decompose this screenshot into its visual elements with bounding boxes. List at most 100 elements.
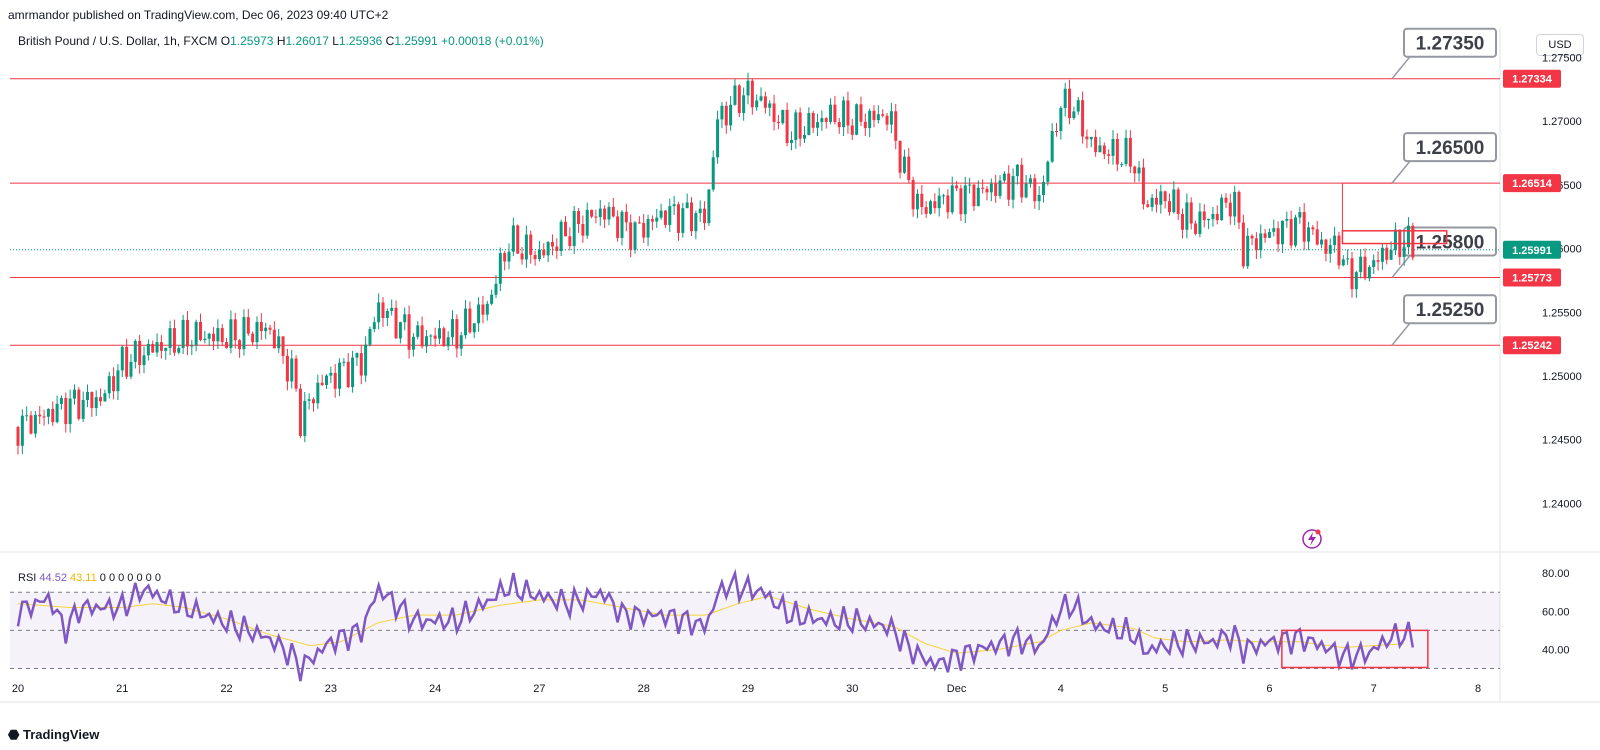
candle-body: [1159, 191, 1163, 205]
candle-body: [1081, 100, 1085, 137]
candle-body: [342, 361, 346, 363]
price-tick-label: 1.27500: [1542, 53, 1582, 65]
close-label: C: [385, 34, 395, 48]
candle-body: [1185, 202, 1189, 230]
candle-body: [520, 253, 524, 260]
candle-body: [307, 399, 311, 401]
candle-body: [659, 210, 663, 218]
candle-body: [311, 399, 315, 404]
candle-body: [885, 115, 889, 125]
candle-body: [920, 193, 924, 208]
candle-body: [1207, 218, 1211, 221]
candle-body: [1028, 178, 1032, 184]
candle-body: [390, 307, 394, 311]
candle-body: [468, 308, 472, 333]
candle-body: [16, 426, 20, 446]
rsi-line: [16, 568, 1415, 682]
candle-body: [1402, 247, 1406, 257]
level-price-tag: [1503, 69, 1561, 88]
candle-body: [889, 111, 893, 125]
highlight-box-rsi: [1281, 629, 1429, 669]
candle-body: [1150, 197, 1154, 208]
candle-body: [807, 112, 811, 135]
candle-body: [290, 358, 294, 382]
candle-body: [794, 112, 798, 140]
price-tick-label: 1.24000: [1542, 498, 1582, 510]
candle-body: [555, 246, 559, 251]
time-tick-label: 22: [220, 683, 232, 695]
candle-body: [776, 121, 780, 124]
candle-body: [1089, 136, 1093, 140]
tradingview-logo[interactable]: ⬣ TradingView: [8, 727, 99, 743]
candle-body: [703, 208, 707, 224]
candle-body: [1167, 201, 1171, 213]
candle-body: [511, 225, 515, 252]
candle-body: [742, 95, 746, 114]
candle-body: [1328, 245, 1332, 254]
candle-body: [568, 236, 572, 247]
candle-body: [1202, 211, 1206, 221]
candle-body: [1267, 231, 1271, 238]
time-tick-label: 20: [12, 683, 24, 695]
candle-body: [316, 382, 320, 404]
candle-body: [533, 254, 537, 260]
candle-body: [989, 183, 993, 193]
candle-body: [1294, 217, 1297, 246]
time-axis: 20 21 22 23 24 27 28 29 30 Dec 4 5 6 7 8: [12, 683, 1481, 695]
candle-body: [611, 206, 615, 217]
candle-body: [203, 338, 207, 340]
candle-body: [863, 121, 867, 129]
callout-box: [1403, 27, 1497, 58]
candle-body: [1102, 145, 1106, 155]
candle-body: [407, 314, 411, 350]
candle-body: [637, 222, 641, 224]
symbol-legend: British Pound / U.S. Dollar, 1h, FXCM O 1…: [18, 34, 544, 48]
candle-body: [264, 327, 268, 332]
high-value: 1.26017: [285, 34, 329, 48]
candle-body: [716, 119, 720, 158]
candle-body: [146, 343, 150, 356]
candle-body: [672, 204, 676, 207]
tv-logo-icon: ⬣: [8, 727, 23, 742]
currency-button[interactable]: USD: [1536, 34, 1584, 56]
rsi-legend: RSI 44.52 43.11 0 0 0 0 0 0 0: [18, 572, 161, 584]
candle-body: [1233, 191, 1237, 217]
candle-body: [207, 333, 211, 339]
candle-body: [763, 96, 767, 108]
candle-body: [81, 399, 85, 419]
candle-body: [729, 104, 733, 126]
candle-body: [789, 139, 793, 144]
time-tick-label: 5: [1162, 683, 1168, 695]
candle-body: [972, 184, 976, 207]
candle-body: [746, 80, 750, 96]
level-price-tag-label: 1.25242: [1512, 340, 1552, 352]
candle-body: [598, 208, 602, 218]
time-tick-label: 28: [638, 683, 650, 695]
candle-body: [420, 325, 424, 347]
candle-body: [498, 253, 502, 284]
candle-body: [485, 303, 489, 315]
candle-body: [850, 125, 854, 135]
candle-body: [581, 223, 585, 236]
candle-body: [246, 317, 250, 334]
candle-body: [785, 109, 789, 144]
candle-body: [950, 185, 954, 213]
price-tick-label: 1.25500: [1542, 307, 1582, 319]
candle-body: [642, 222, 646, 238]
candle-body: [255, 322, 259, 343]
callout-box: [1403, 132, 1497, 163]
candle-body: [446, 337, 450, 347]
open-label: O: [220, 34, 231, 48]
candle-body: [976, 187, 980, 207]
rsi-ma-value: 43.11: [70, 572, 97, 584]
candle-body: [20, 415, 24, 446]
candle-body: [494, 283, 498, 295]
symbol-name[interactable]: British Pound / U.S. Dollar, 1h, FXCM: [18, 34, 218, 48]
candle-body: [585, 209, 589, 236]
candle-body: [733, 85, 737, 105]
candle-body: [1302, 212, 1306, 242]
candle-body: [107, 376, 111, 394]
callout-label: 1.27350: [1416, 34, 1485, 55]
candle-body: [542, 249, 546, 256]
